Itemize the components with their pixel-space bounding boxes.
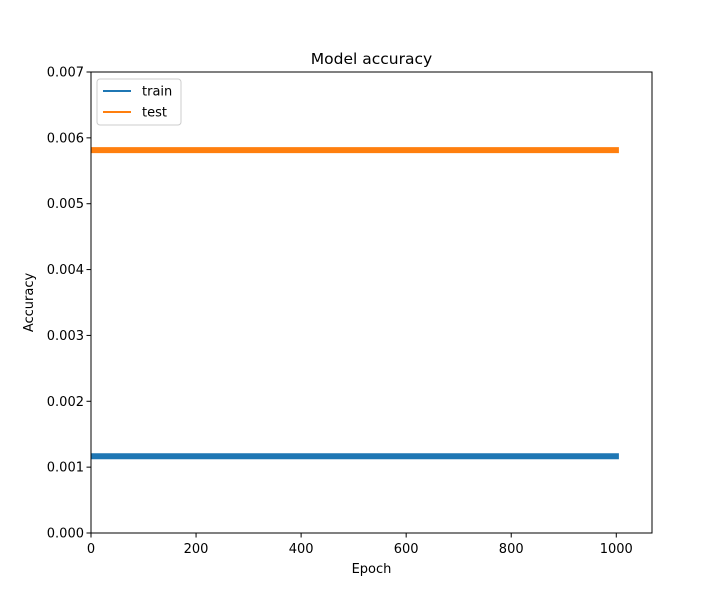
x-tick-label: 200	[184, 542, 209, 557]
legend-label-test: test	[142, 106, 167, 121]
chart-title: Model accuracy	[311, 50, 432, 68]
x-tick-label: 600	[394, 542, 419, 557]
y-tick-label: 0.002	[47, 395, 84, 410]
x-tick-label: 0	[87, 542, 95, 557]
legend-label-train: train	[142, 85, 172, 100]
legend: train test	[96, 78, 182, 126]
x-axis-label: Epoch	[352, 562, 392, 577]
y-tick-label: 0.007	[47, 66, 84, 81]
y-tick-label: 0.006	[47, 131, 84, 146]
y-tick-label: 0.003	[47, 329, 84, 344]
y-tick-label: 0.000	[47, 527, 84, 542]
y-tick-label: 0.004	[47, 263, 84, 278]
y-tick-label: 0.005	[47, 197, 84, 212]
y-axis: 0.000 0.001 0.002 0.003 0.004 0.005 0.006 0.007	[47, 66, 91, 542]
x-axis: 0 200 400 600 800 1000	[87, 533, 633, 557]
axes-frame	[90, 71, 653, 534]
y-axis-label: Accuracy	[22, 273, 37, 333]
plot-area	[91, 147, 619, 460]
x-tick-label: 400	[289, 542, 314, 557]
y-tick-label: 0.001	[47, 461, 84, 476]
x-tick-label: 800	[499, 542, 524, 557]
x-tick-label: 1000	[600, 542, 633, 557]
